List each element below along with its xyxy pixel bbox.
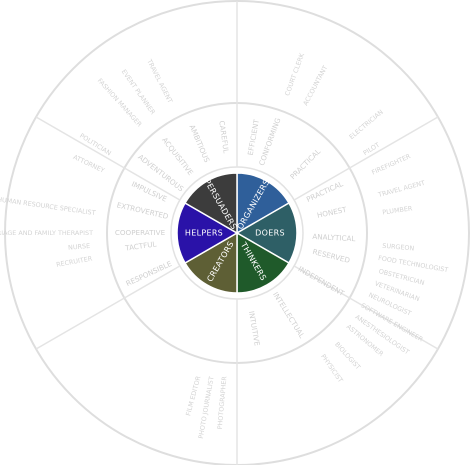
career-label: MARRIAGE AND FAMILY THERAPIST <box>0 229 93 237</box>
sector-label-helpers: HELPERS <box>185 229 223 238</box>
inner-divider-1 <box>293 167 350 201</box>
career-label: SURGEON <box>382 242 415 253</box>
outer-divider-4 <box>35 297 125 350</box>
sector-thinkers <box>236 231 290 294</box>
sector-persuaders <box>184 172 238 235</box>
trait-label: ANALYTICAL <box>312 232 356 243</box>
trait-label: TACTFUL <box>124 239 157 252</box>
outer-divider-1 <box>349 116 439 169</box>
inner-divider-4 <box>124 265 181 299</box>
sector-helpers <box>176 201 239 265</box>
sector-organizers <box>236 172 290 235</box>
sector-doers <box>235 201 298 265</box>
sector-label-doers: DOERS <box>255 229 285 238</box>
sector-creators <box>184 231 238 294</box>
inner-divider-2 <box>293 265 350 299</box>
outer-divider-5 <box>35 116 125 169</box>
center-sectors <box>176 172 298 294</box>
outer-divider-2 <box>349 297 439 350</box>
ring-dividers <box>35 1 439 465</box>
career-label: NURSE <box>68 242 91 252</box>
inner-divider-5 <box>124 167 181 201</box>
trait-label: COOPERATIVE <box>115 228 166 237</box>
